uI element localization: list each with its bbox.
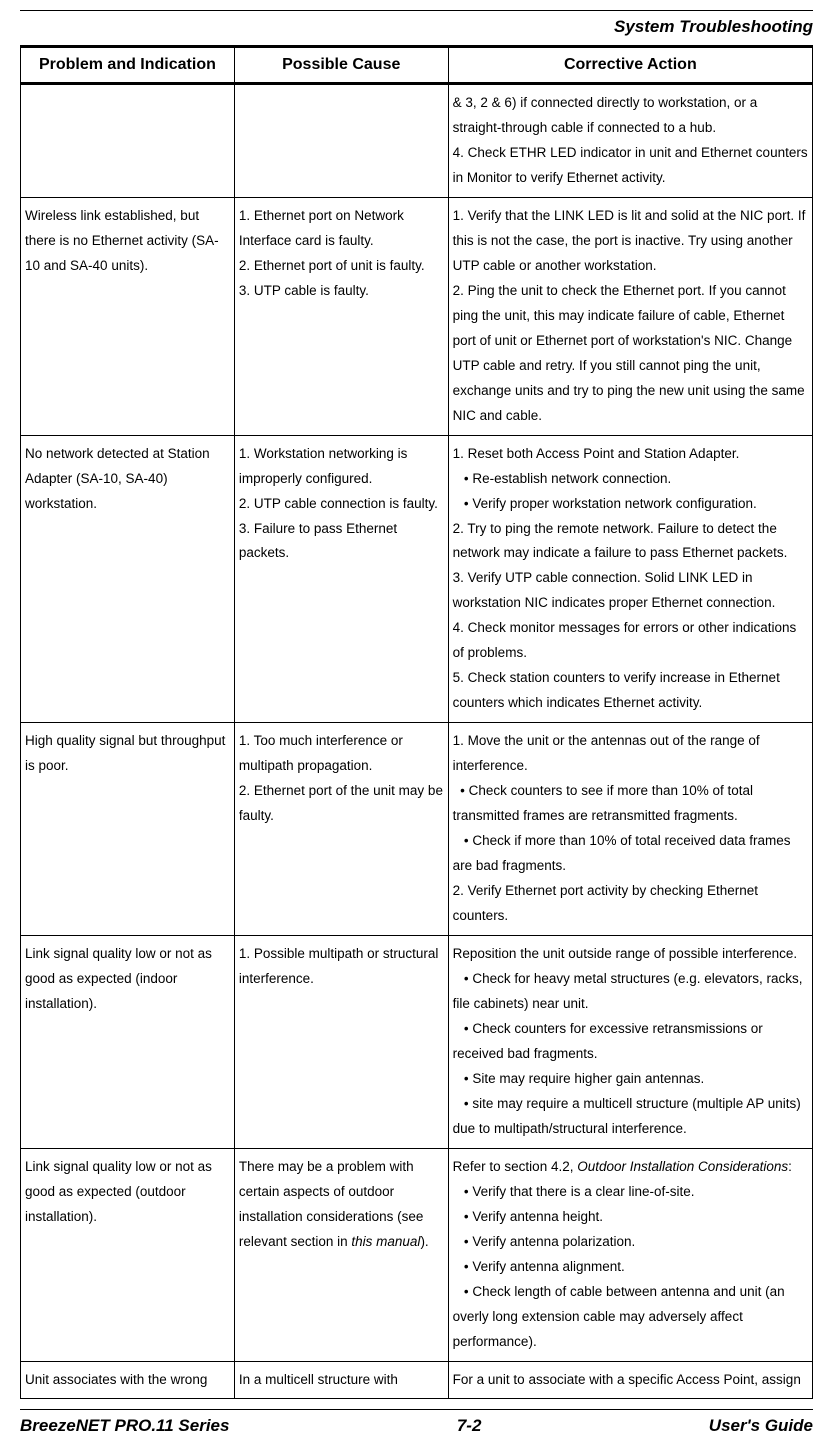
cell-problem: Wireless link established, but there is … [21, 197, 235, 435]
col-header-cause: Possible Cause [234, 47, 448, 84]
cell-action: 1. Move the unit or the antennas out of … [448, 723, 812, 936]
cell-cause [234, 84, 448, 198]
cell-problem: Link signal quality low or not as good a… [21, 1148, 235, 1361]
section-title: System Troubleshooting [20, 17, 813, 37]
cell-action: 1. Reset both Access Point and Station A… [448, 435, 812, 723]
cell-action: Reposition the unit outside range of pos… [448, 936, 812, 1149]
cell-cause: 1. Workstation networking is improperly … [234, 435, 448, 723]
table-row: Unit associates with the wrongIn a multi… [21, 1361, 813, 1399]
table-row: & 3, 2 & 6) if connected directly to wor… [21, 84, 813, 198]
troubleshooting-table: Problem and Indication Possible Cause Co… [20, 45, 813, 1399]
cell-cause: There may be a problem with certain aspe… [234, 1148, 448, 1361]
cell-action: Refer to section 4.2, Outdoor Installati… [448, 1148, 812, 1361]
cell-problem: High quality signal but throughput is po… [21, 723, 235, 936]
cell-cause: 1. Too much interference or multipath pr… [234, 723, 448, 936]
col-header-problem: Problem and Indication [21, 47, 235, 84]
table-header-row: Problem and Indication Possible Cause Co… [21, 47, 813, 84]
cell-cause: 1. Possible multipath or structural inte… [234, 936, 448, 1149]
cell-problem: No network detected at Station Adapter (… [21, 435, 235, 723]
cell-cause: 1. Ethernet port on Network Interface ca… [234, 197, 448, 435]
cell-action: 1. Verify that the LINK LED is lit and s… [448, 197, 812, 435]
cell-cause: In a multicell structure with [234, 1361, 448, 1399]
cell-problem: Link signal quality low or not as good a… [21, 936, 235, 1149]
cell-action: For a unit to associate with a specific … [448, 1361, 812, 1399]
cell-action: & 3, 2 & 6) if connected directly to wor… [448, 84, 812, 198]
page-footer: BreezeNET PRO.11 Series 7-2 User's Guide [20, 1409, 813, 1436]
table-row: Wireless link established, but there is … [21, 197, 813, 435]
table-row: High quality signal but throughput is po… [21, 723, 813, 936]
cell-problem [21, 84, 235, 198]
top-divider [20, 10, 813, 11]
footer-center: 7-2 [457, 1416, 482, 1436]
table-row: Link signal quality low or not as good a… [21, 1148, 813, 1361]
table-row: Link signal quality low or not as good a… [21, 936, 813, 1149]
footer-right: User's Guide [709, 1416, 813, 1436]
table-row: No network detected at Station Adapter (… [21, 435, 813, 723]
footer-left: BreezeNET PRO.11 Series [20, 1416, 229, 1436]
cell-problem: Unit associates with the wrong [21, 1361, 235, 1399]
col-header-action: Corrective Action [448, 47, 812, 84]
